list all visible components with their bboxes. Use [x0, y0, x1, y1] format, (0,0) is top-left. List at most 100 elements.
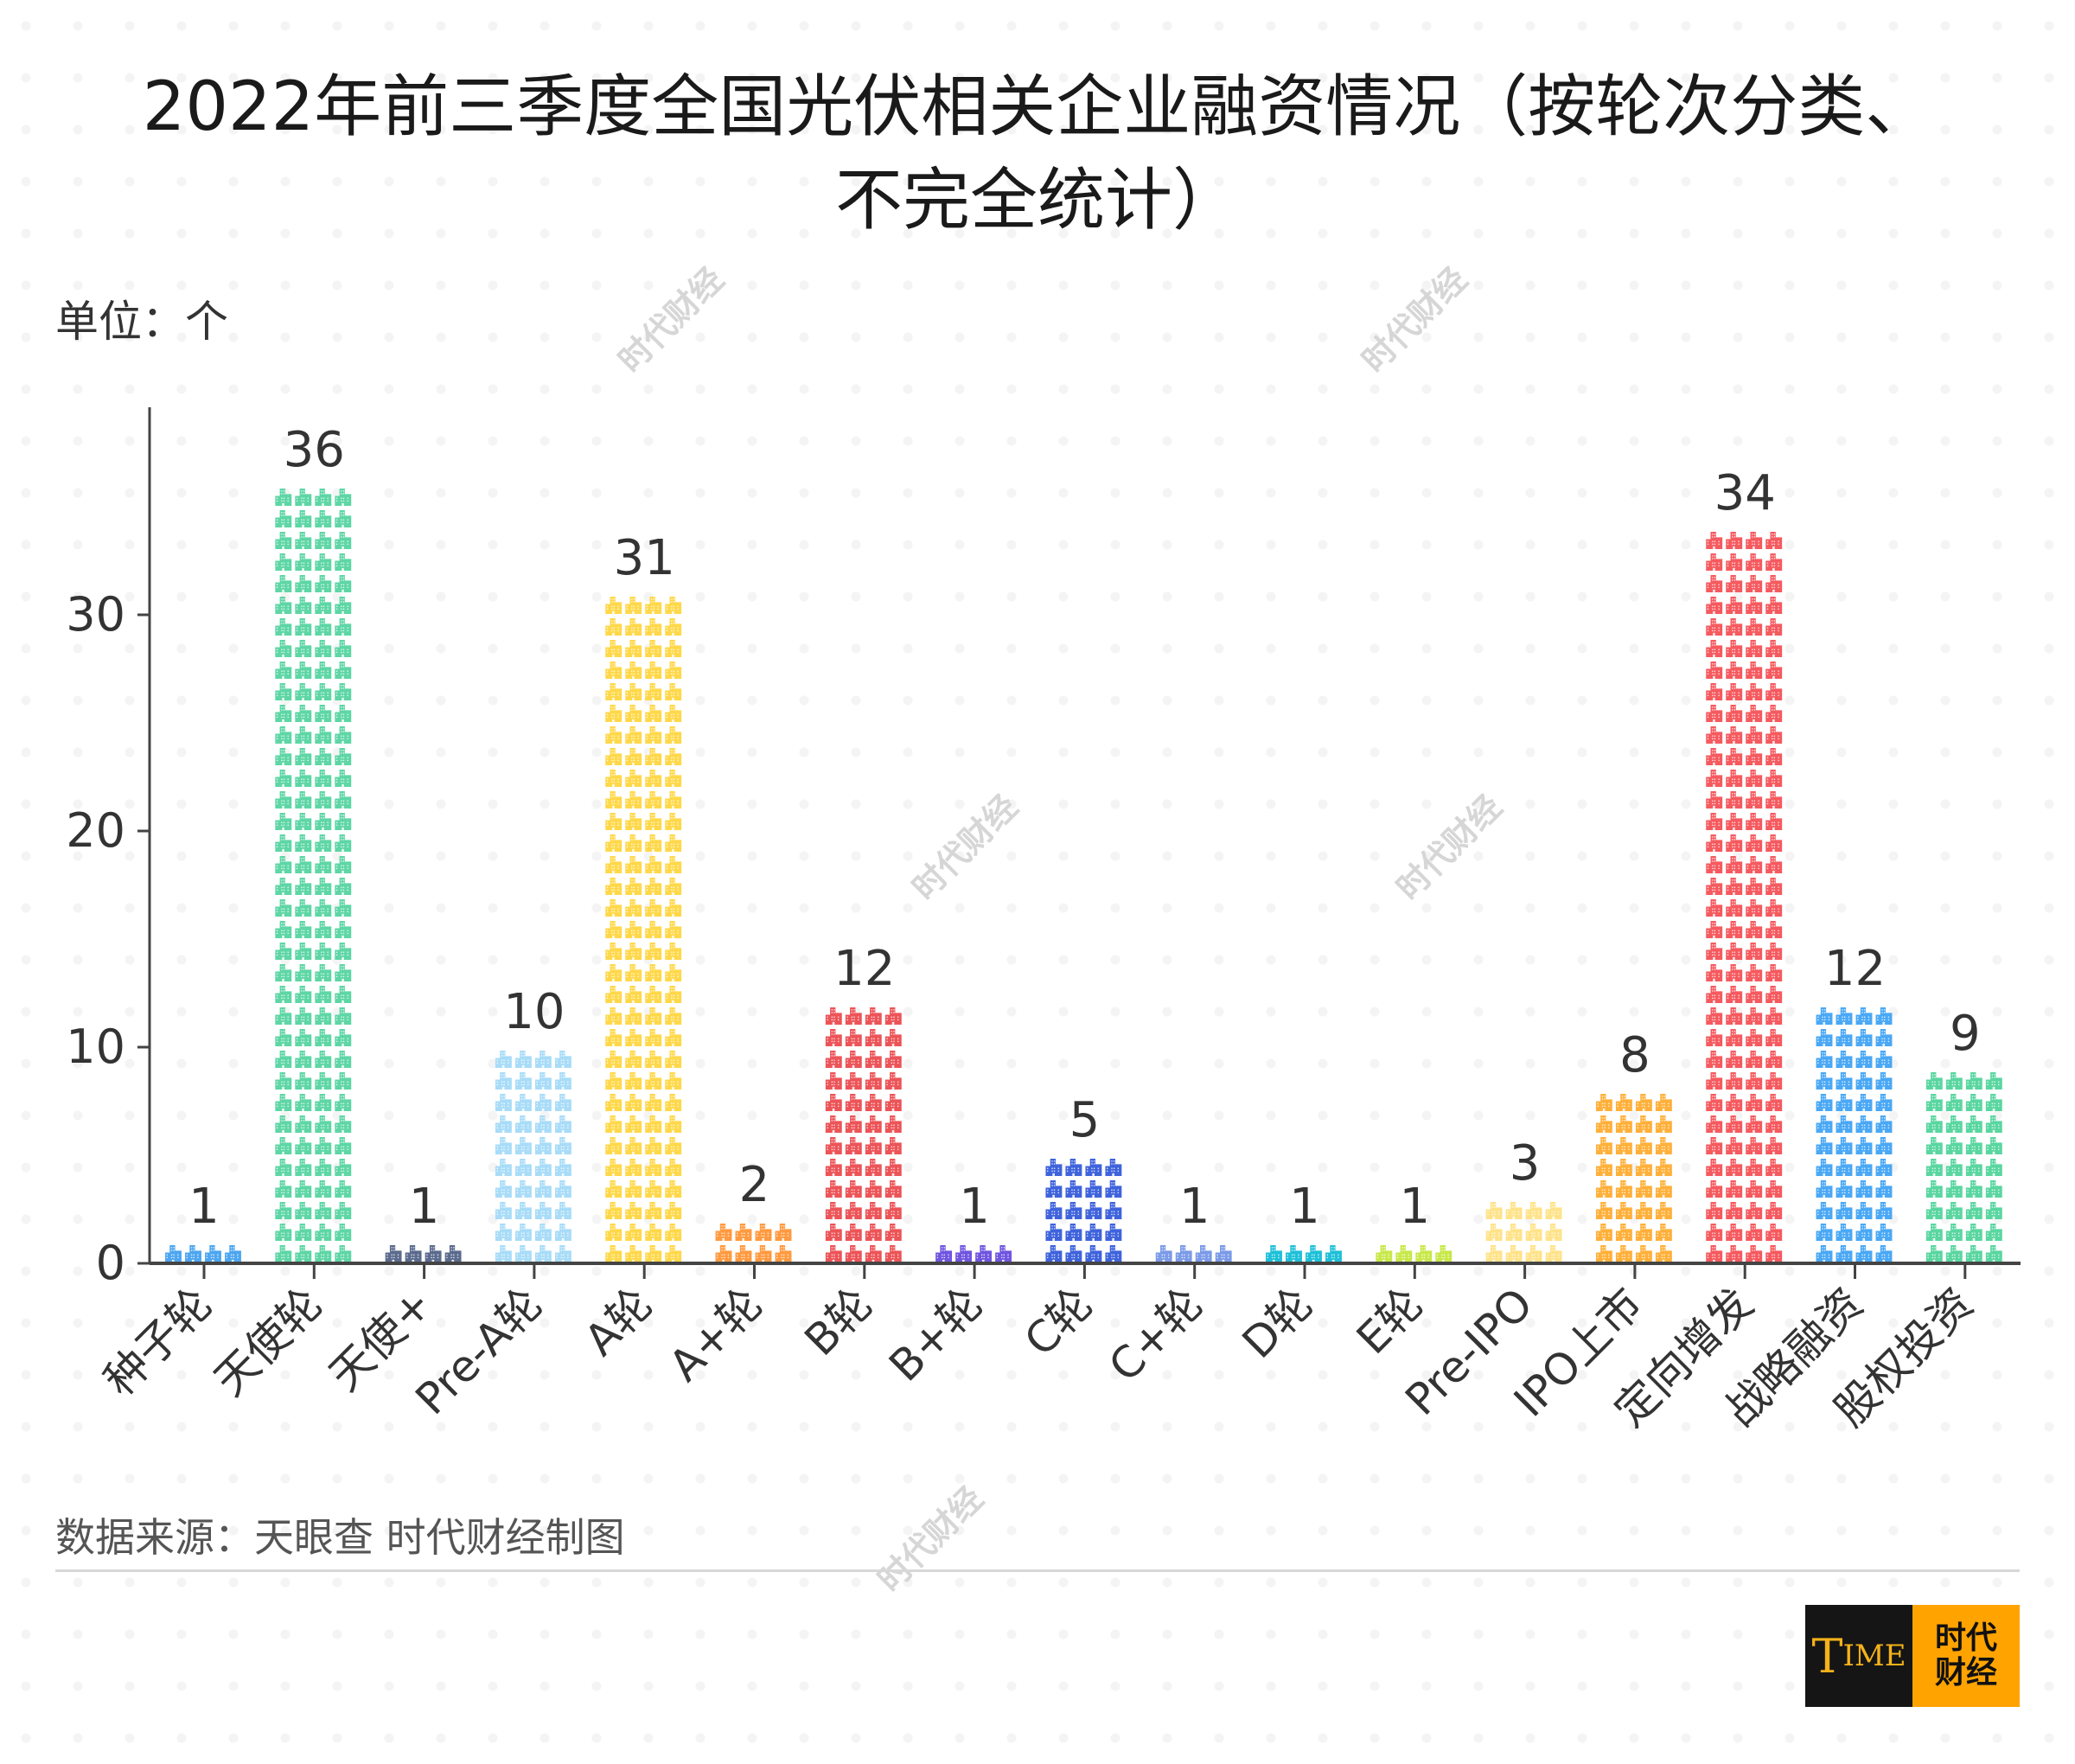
building-icon — [605, 921, 622, 938]
building-icon — [1965, 1224, 1982, 1241]
building-icon — [554, 1245, 571, 1262]
building-icon — [1706, 1029, 1723, 1046]
building-icon — [335, 813, 352, 830]
building-icon — [645, 705, 662, 722]
building-icon — [1706, 834, 1723, 852]
data-label: 34 — [1714, 465, 1776, 521]
building-icon — [295, 1007, 312, 1025]
building-icon — [1836, 1245, 1853, 1262]
building-icon — [825, 1094, 842, 1111]
building-icon — [645, 662, 662, 679]
building-icon — [845, 1224, 862, 1241]
building-icon — [315, 662, 332, 679]
building-icon — [1765, 878, 1783, 895]
building-icon — [1155, 1245, 1172, 1262]
building-icon — [534, 1051, 552, 1068]
building-icon — [1765, 532, 1783, 549]
building-icon — [1706, 1115, 1723, 1133]
building-icon — [444, 1245, 462, 1262]
building-icon — [605, 1051, 622, 1068]
building-icon — [1765, 813, 1783, 830]
building-icon — [514, 1137, 532, 1154]
building-icon — [534, 1245, 552, 1262]
building-icon — [1746, 770, 1763, 787]
building-icon — [315, 943, 332, 960]
building-icon — [1765, 662, 1783, 679]
building-icon — [884, 1072, 902, 1090]
building-icon — [1726, 964, 1743, 981]
building-icon — [625, 878, 642, 895]
building-icon — [1615, 1137, 1632, 1154]
building-icon — [755, 1224, 772, 1241]
divider — [55, 1569, 2020, 1572]
building-icon — [1855, 1159, 1873, 1176]
building-icon — [495, 1072, 512, 1090]
building-icon — [1595, 1115, 1612, 1133]
building-icon — [1595, 1159, 1612, 1176]
building-icon — [1746, 1007, 1763, 1025]
building-icon — [1765, 705, 1783, 722]
building-icon — [1965, 1180, 1982, 1198]
building-icon — [335, 770, 352, 787]
building-icon — [1726, 618, 1743, 636]
bar-B+轮 — [935, 1245, 1012, 1262]
building-icon — [1726, 553, 1743, 571]
building-icon — [605, 1245, 622, 1262]
building-icon — [665, 640, 682, 657]
data-label: 12 — [833, 941, 895, 997]
building-icon — [1765, 726, 1783, 744]
building-icon — [1726, 1159, 1743, 1176]
building-icon — [825, 1051, 842, 1068]
building-icon — [1855, 1115, 1873, 1133]
building-icon — [605, 943, 622, 960]
building-icon — [1765, 856, 1783, 873]
building-icon — [1485, 1202, 1503, 1219]
building-icon — [335, 899, 352, 917]
building-icon — [1595, 1094, 1612, 1111]
building-icon — [1746, 726, 1763, 744]
building-icon — [1746, 1137, 1763, 1154]
building-icon — [1925, 1159, 1943, 1176]
building-icon — [825, 1137, 842, 1154]
building-icon — [495, 1224, 512, 1241]
building-icon — [275, 878, 292, 895]
building-icon — [335, 921, 352, 938]
building-icon — [1746, 1224, 1763, 1241]
bar-种子轮 — [165, 1245, 241, 1262]
building-icon — [315, 1202, 332, 1219]
building-icon — [605, 597, 622, 614]
building-icon — [1746, 532, 1763, 549]
building-icon — [315, 1029, 332, 1046]
building-icon — [315, 813, 332, 830]
building-icon — [275, 597, 292, 614]
building-icon — [1726, 1094, 1743, 1111]
building-icon — [1706, 1051, 1723, 1068]
building-icon — [335, 1202, 352, 1219]
building-icon — [605, 986, 622, 1003]
building-icon — [605, 1007, 622, 1025]
building-icon — [295, 597, 312, 614]
building-icon — [534, 1137, 552, 1154]
building-icon — [1816, 1224, 1833, 1241]
data-label: 5 — [1069, 1092, 1101, 1148]
building-icon — [315, 1094, 332, 1111]
building-icon — [605, 683, 622, 700]
building-icon — [534, 1180, 552, 1198]
building-icon — [1765, 770, 1783, 787]
building-icon — [315, 553, 332, 571]
building-icon — [1635, 1115, 1652, 1133]
building-icon — [1706, 1137, 1723, 1154]
building-icon — [295, 1180, 312, 1198]
building-icon — [1615, 1115, 1632, 1133]
building-icon — [1726, 683, 1743, 700]
bar-E轮 — [1376, 1245, 1452, 1262]
building-icon — [865, 1180, 882, 1198]
building-icon — [1045, 1224, 1063, 1241]
building-icon — [1706, 597, 1723, 614]
logo-time: T IME — [1805, 1605, 1912, 1707]
building-icon — [275, 1245, 292, 1262]
building-icon — [295, 662, 312, 679]
building-icon — [315, 1137, 332, 1154]
building-icon — [295, 1029, 312, 1046]
building-icon — [295, 791, 312, 808]
